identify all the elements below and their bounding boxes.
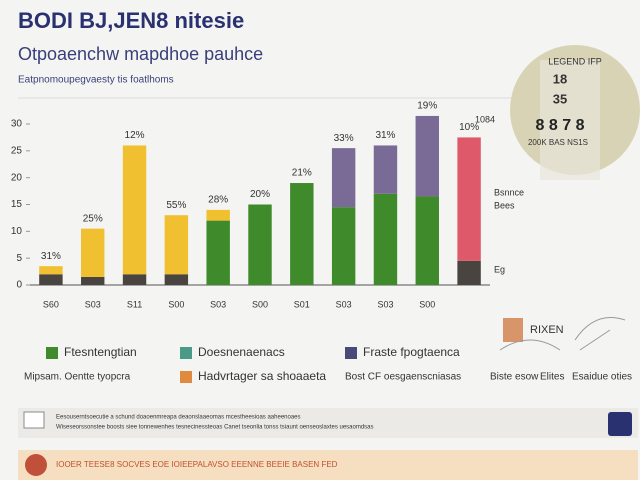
footer-icon: [25, 454, 47, 476]
footer-text: Wiseseorssonstee boosts siee tonnewenhes…: [56, 425, 374, 431]
bar-label: 12%: [125, 130, 145, 141]
subtitle: Otpoaenchw mapdhoe pauhce: [18, 44, 263, 64]
footer-row: [18, 450, 638, 480]
bar-segment: [206, 209, 230, 221]
y-tick-label: 25: [11, 145, 23, 156]
bar-label: 55%: [166, 200, 186, 211]
y-tick-label: 5: [16, 253, 22, 264]
caption: Eatpnomoupegvaesty tis foatlhoms: [18, 75, 174, 86]
x-tick-label: S03: [85, 299, 101, 309]
x-tick-label: S01: [294, 299, 310, 309]
inset-line: 200K BAS NS1S: [528, 138, 588, 147]
sketch: [499, 317, 626, 351]
inset-line: 18: [553, 71, 567, 86]
x-tick-label: S03: [210, 299, 226, 309]
bar-label: 31%: [375, 130, 395, 141]
bar-segment: [122, 145, 147, 275]
y-tick-label: 0: [16, 280, 22, 291]
bar-segment: [39, 266, 63, 275]
footer-row: [18, 408, 638, 438]
x-tick-label: S03: [336, 299, 352, 309]
bar-segment: [81, 276, 105, 285]
inset-tag: RIXEN: [530, 324, 564, 336]
legend-label: Fraste fpogtaenca: [363, 345, 460, 359]
side-label: 1084: [475, 114, 495, 124]
bar-segment: [206, 220, 230, 285]
x-tick-label: S00: [419, 299, 435, 309]
legend-note: Esaidue oties: [572, 372, 632, 383]
x-tick-label: S00: [168, 299, 184, 309]
bar-label: 33%: [334, 133, 354, 144]
legend-swatch: [180, 347, 192, 359]
bar-label: 25%: [83, 213, 103, 224]
legend-swatch: [180, 371, 192, 383]
bar-label: 31%: [41, 251, 61, 262]
bar-label: 28%: [208, 195, 228, 206]
bar-segment: [331, 207, 356, 285]
bar-segment: [164, 215, 189, 275]
bar-segment: [39, 274, 63, 285]
legend-note: Bost CF oesgaenscniasas: [345, 372, 461, 383]
legend-note: Biste esow: [490, 372, 539, 383]
legend-label: Doesnenaenacs: [198, 345, 285, 359]
footer-button[interactable]: [608, 412, 632, 436]
inset-figure: [540, 60, 600, 180]
side-label: Bees: [494, 200, 515, 210]
tag-swatch: [503, 318, 523, 342]
bar-label: 10%: [459, 122, 479, 133]
x-tick-label: S03: [377, 299, 393, 309]
bar-label: 19%: [417, 101, 437, 112]
bar-label: 21%: [292, 168, 312, 179]
inset-line: 35: [553, 91, 567, 106]
bar-segment: [415, 196, 439, 285]
footer-text: IOOER TEESE8 SOCVES EOE IOIEEPALAVSO EEE…: [56, 460, 338, 469]
y-tick-label: 10: [11, 226, 23, 237]
legend-note: Elites: [540, 372, 564, 383]
y-tick-label: 15: [11, 199, 23, 210]
bar-segment: [290, 183, 314, 285]
footer-text: Eesouserntsoecutie a schund doaoenmreapa…: [56, 415, 301, 421]
legend-label: Ftesntengtian: [64, 345, 137, 359]
bar-segment: [331, 148, 356, 208]
bar-segment: [122, 274, 147, 285]
side-label: Bsnnce: [494, 187, 524, 197]
inset-title: LEGEND IFP: [548, 56, 602, 66]
bar-segment: [164, 274, 189, 285]
bar-segment: [415, 115, 439, 197]
legend-swatch: [345, 347, 357, 359]
inset-line: 8 8 7 8: [536, 117, 585, 134]
bar-segment: [81, 228, 105, 277]
legend-label: Hadvrtager sa shoaaeta: [198, 369, 326, 383]
legend-swatch: [46, 347, 58, 359]
bar-segment: [373, 145, 398, 194]
footer-icon: [23, 411, 45, 429]
bar-segment: [457, 260, 481, 285]
x-tick-label: S60: [43, 299, 59, 309]
bar-segment: [457, 137, 481, 261]
legend-note: Mipsam. Oentte tyopcra: [24, 372, 131, 383]
x-tick-label: S00: [252, 299, 268, 309]
side-label: Eg: [494, 264, 505, 274]
bar-segment: [373, 193, 398, 285]
title: BODI BJ,JEN8 nitesie: [18, 8, 244, 33]
bar-label: 20%: [250, 189, 270, 200]
y-tick-label: 20: [11, 172, 23, 183]
x-tick-label: S11: [127, 299, 142, 309]
bar-segment: [248, 204, 272, 285]
y-tick-label: 30: [11, 119, 23, 130]
